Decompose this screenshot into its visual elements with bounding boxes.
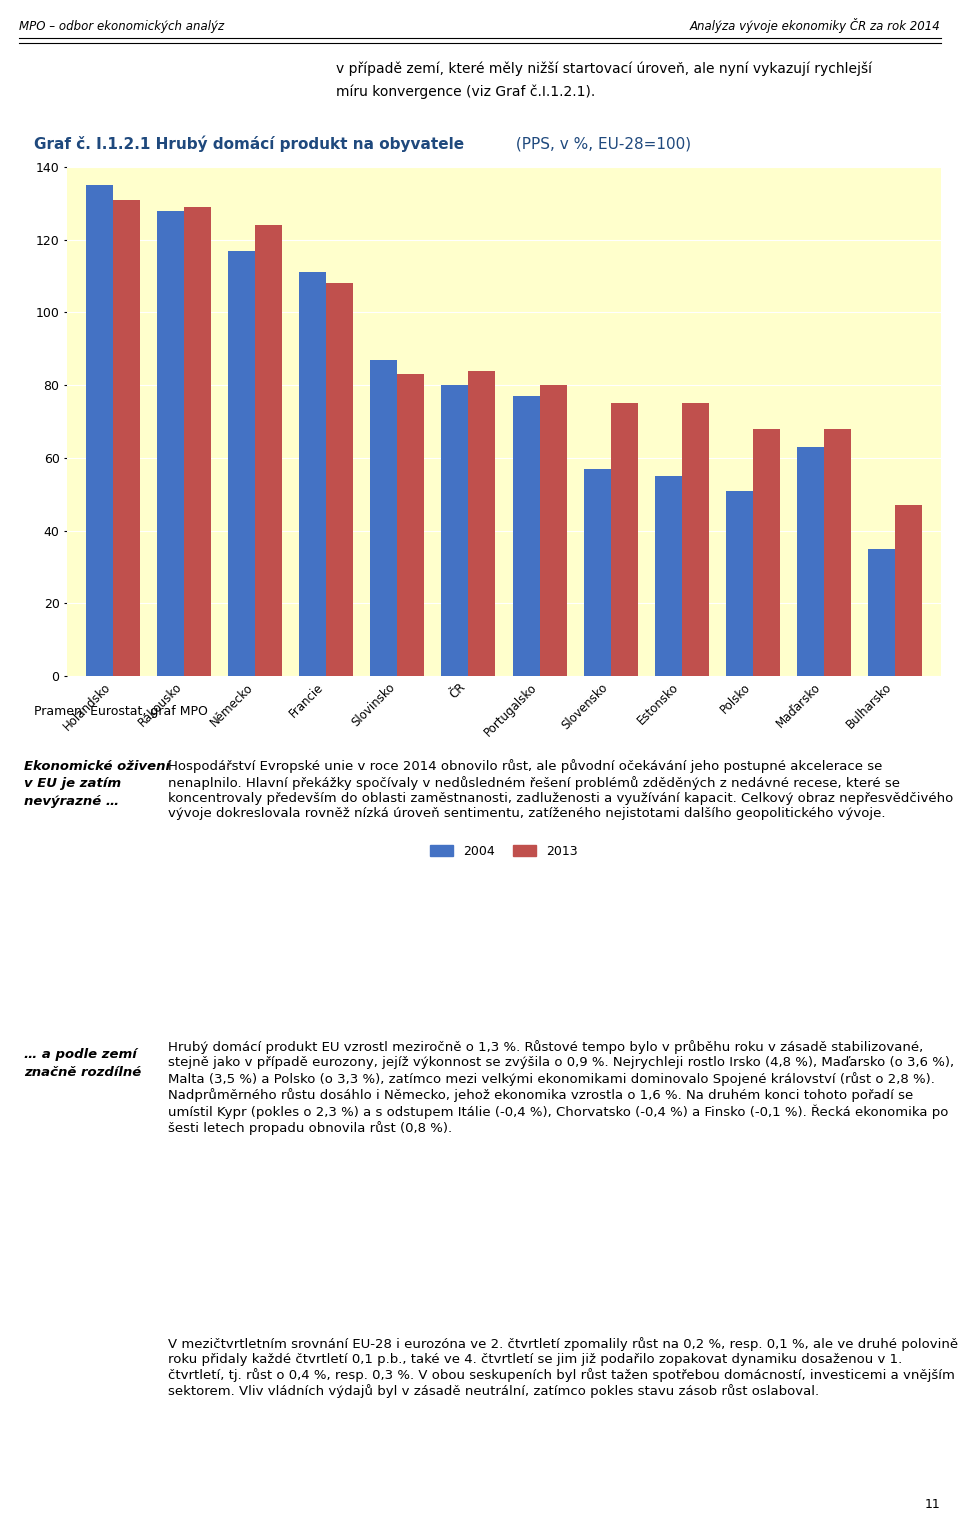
Bar — [468, 371, 495, 676]
Bar — [726, 491, 753, 676]
Bar — [655, 475, 682, 676]
Bar — [682, 404, 708, 676]
Text: v případě zemí, které měly nižší startovací úroveň, ale nyní vykazují rychlejší: v případě zemí, které měly nižší startov… — [336, 61, 872, 76]
Text: Pramen: Eurostat, graf MPO: Pramen: Eurostat, graf MPO — [34, 705, 207, 718]
Text: MPO – odbor ekonomických analýz: MPO – odbor ekonomických analýz — [19, 20, 225, 33]
Bar — [540, 386, 566, 676]
Bar — [67, 167, 941, 676]
Text: … a podle zemí
značně rozdílné: … a podle zemí značně rozdílné — [24, 1048, 141, 1078]
Text: V mezičtvrtletním srovnání EU-28 i eurozóna ve 2. čtvrtletí zpomalily růst na 0,: V mezičtvrtletním srovnání EU-28 i euroz… — [168, 1337, 958, 1397]
Bar — [868, 548, 895, 676]
Text: Analýza vývoje ekonomiky ČR za rok 2014: Analýza vývoje ekonomiky ČR za rok 2014 — [690, 18, 941, 33]
Bar — [895, 506, 922, 676]
Bar — [584, 469, 611, 676]
Text: míru konvergence (viz Graf č.I.1.2.1).: míru konvergence (viz Graf č.I.1.2.1). — [336, 84, 595, 99]
Bar — [228, 251, 255, 676]
Bar — [113, 201, 140, 676]
Bar — [797, 447, 824, 676]
Bar — [67, 167, 941, 676]
Text: (PPS, v %, EU-28=100): (PPS, v %, EU-28=100) — [511, 137, 691, 152]
Bar — [86, 185, 113, 676]
Bar — [300, 272, 326, 676]
Legend: 2004, 2013: 2004, 2013 — [425, 840, 583, 863]
Text: Hrubý domácí produkt EU vzrostl meziročně o 1,3 %. Růstové tempo bylo v průběhu : Hrubý domácí produkt EU vzrostl meziročn… — [168, 1041, 954, 1135]
Bar — [157, 211, 184, 676]
Bar — [397, 374, 424, 676]
Text: Ekonomické oživení
v EU je zatím
nevýrazné …: Ekonomické oživení v EU je zatím nevýraz… — [24, 760, 170, 808]
Bar — [753, 428, 780, 676]
Bar — [326, 284, 353, 676]
Text: Hospodářství Evropské unie v roce 2014 obnovilo růst, ale původní očekávání jeho: Hospodářství Evropské unie v roce 2014 o… — [168, 760, 953, 820]
Bar — [513, 396, 540, 676]
Bar — [255, 225, 282, 676]
Bar — [371, 360, 397, 676]
Text: Graf č. I.1.2.1 Hrubý domácí produkt na obyvatele: Graf č. I.1.2.1 Hrubý domácí produkt na … — [34, 135, 464, 152]
Text: 11: 11 — [925, 1498, 941, 1511]
Bar — [442, 386, 468, 676]
Bar — [184, 207, 211, 676]
Bar — [611, 404, 637, 676]
Bar — [824, 428, 851, 676]
